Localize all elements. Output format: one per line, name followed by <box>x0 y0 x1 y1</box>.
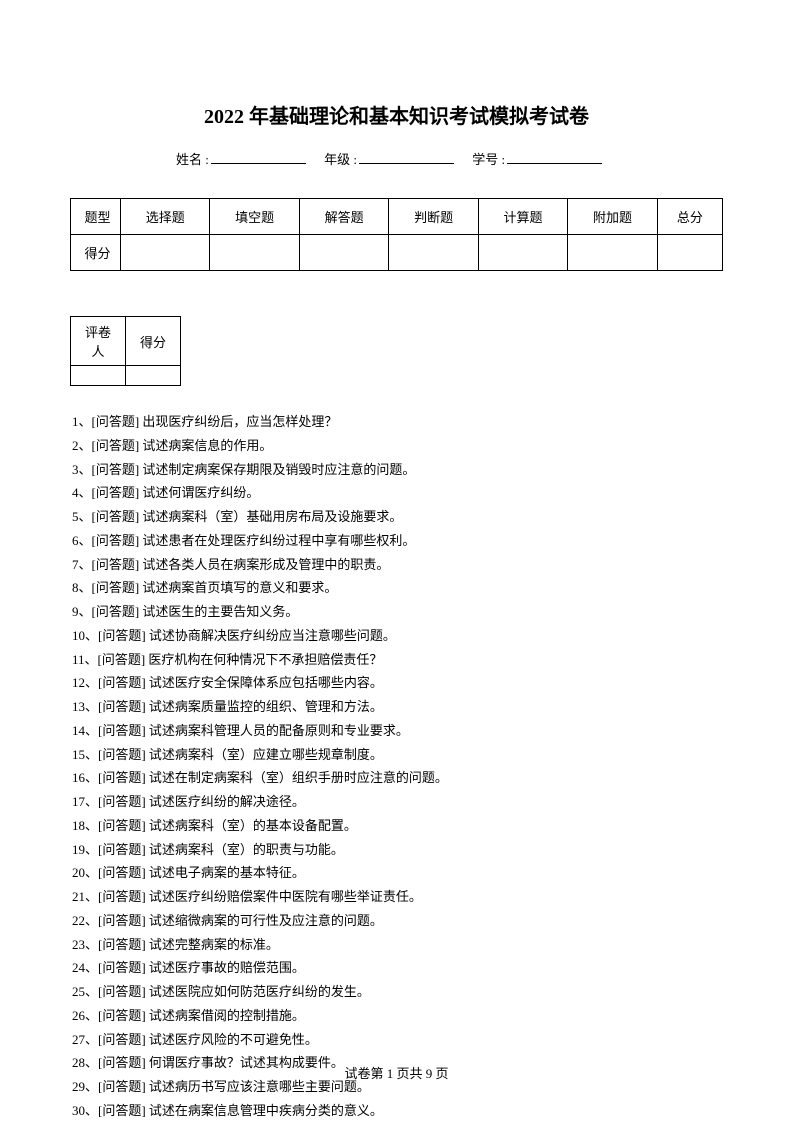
column-header: 填空题 <box>210 199 299 235</box>
question-item: 7、[问答题] 试述各类人员在病案形成及管理中的职责。 <box>72 554 723 577</box>
score-header: 得分 <box>126 317 181 366</box>
question-type-table: 题型 选择题 填空题 解答题 判断题 计算题 附加题 总分 得分 <box>70 198 723 271</box>
grader-cell <box>71 366 126 386</box>
question-item: 18、[问答题] 试述病案科（室）的基本设备配置。 <box>72 815 723 838</box>
table-row: 题型 选择题 填空题 解答题 判断题 计算题 附加题 总分 <box>71 199 723 235</box>
name-label: 姓名 : <box>176 152 209 167</box>
grade-label: 年级 : <box>324 152 357 167</box>
question-item: 19、[问答题] 试述病案科（室）的职责与功能。 <box>72 839 723 862</box>
question-item: 15、[问答题] 试述病案科（室）应建立哪些规章制度。 <box>72 744 723 767</box>
questions-list: 1、[问答题] 出现医疗纠纷后，应当怎样处理？ 2、[问答题] 试述病案信息的作… <box>70 411 723 1123</box>
score-cell <box>299 235 388 271</box>
table-row: 得分 <box>71 235 723 271</box>
score-cell <box>210 235 299 271</box>
question-item: 21、[问答题] 试述医疗纠纷赔偿案件中医院有哪些举证责任。 <box>72 886 723 909</box>
question-item: 13、[问答题] 试述病案质量监控的组织、管理和方法。 <box>72 696 723 719</box>
table-row: 评卷人 得分 <box>71 317 181 366</box>
question-item: 26、[问答题] 试述病案借阅的控制措施。 <box>72 1005 723 1028</box>
column-header: 计算题 <box>478 199 567 235</box>
score-cell <box>126 366 181 386</box>
question-item: 2、[问答题] 试述病案信息的作用。 <box>72 435 723 458</box>
question-item: 24、[问答题] 试述医疗事故的赔偿范围。 <box>72 957 723 980</box>
question-item: 12、[问答题] 试述医疗安全保障体系应包括哪些内容。 <box>72 672 723 695</box>
question-item: 4、[问答题] 试述何谓医疗纠纷。 <box>72 482 723 505</box>
page-footer: 试卷第 1 页共 9 页 <box>0 1063 793 1082</box>
id-label: 学号 : <box>472 152 505 167</box>
score-cell <box>657 235 722 271</box>
question-item: 25、[问答题] 试述医院应如何防范医疗纠纷的发生。 <box>72 981 723 1004</box>
score-cell <box>478 235 567 271</box>
column-header: 判断题 <box>389 199 478 235</box>
name-blank <box>211 163 306 164</box>
question-item: 1、[问答题] 出现医疗纠纷后，应当怎样处理？ <box>72 411 723 434</box>
question-item: 20、[问答题] 试述电子病案的基本特征。 <box>72 862 723 885</box>
question-item: 17、[问答题] 试述医疗纠纷的解决途径。 <box>72 791 723 814</box>
column-header: 解答题 <box>299 199 388 235</box>
question-item: 10、[问答题] 试述协商解决医疗纠纷应当注意哪些问题。 <box>72 625 723 648</box>
row-label: 得分 <box>71 235 121 271</box>
column-header: 附加题 <box>568 199 657 235</box>
score-cell <box>121 235 210 271</box>
question-item: 16、[问答题] 试述在制定病案科（室）组织手册时应注意的问题。 <box>72 767 723 790</box>
grader-header: 评卷人 <box>71 317 126 366</box>
column-header: 选择题 <box>121 199 210 235</box>
table-row <box>71 366 181 386</box>
grade-blank <box>359 163 454 164</box>
question-item: 22、[问答题] 试述缩微病案的可行性及应注意的问题。 <box>72 910 723 933</box>
question-item: 9、[问答题] 试述医生的主要告知义务。 <box>72 601 723 624</box>
column-header: 总分 <box>657 199 722 235</box>
row-label: 题型 <box>71 199 121 235</box>
student-info-line: 姓名 : 年级 : 学号 : <box>70 149 723 168</box>
question-item: 23、[问答题] 试述完整病案的标准。 <box>72 934 723 957</box>
question-item: 8、[问答题] 试述病案首页填写的意义和要求。 <box>72 577 723 600</box>
grader-table: 评卷人 得分 <box>70 316 181 386</box>
exam-title: 2022 年基础理论和基本知识考试模拟考试卷 <box>70 100 723 129</box>
question-item: 27、[问答题] 试述医疗风险的不可避免性。 <box>72 1029 723 1052</box>
question-item: 30、[问答题] 试述在病案信息管理中疾病分类的意义。 <box>72 1100 723 1123</box>
question-item: 5、[问答题] 试述病案科（室）基础用房布局及设施要求。 <box>72 506 723 529</box>
id-blank <box>507 163 602 164</box>
question-item: 6、[问答题] 试述患者在处理医疗纠纷过程中享有哪些权利。 <box>72 530 723 553</box>
question-item: 14、[问答题] 试述病案科管理人员的配备原则和专业要求。 <box>72 720 723 743</box>
question-item: 3、[问答题] 试述制定病案保存期限及销毁时应注意的问题。 <box>72 459 723 482</box>
score-cell <box>568 235 657 271</box>
question-item: 11、[问答题] 医疗机构在何种情况下不承担赔偿责任？ <box>72 649 723 672</box>
score-cell <box>389 235 478 271</box>
